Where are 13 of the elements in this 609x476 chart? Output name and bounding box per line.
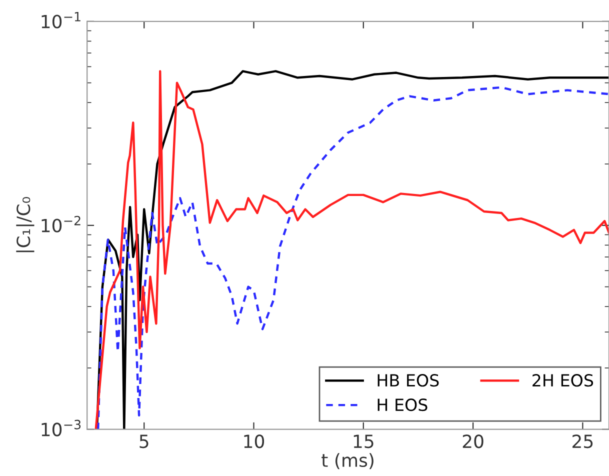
x-axis-title: t (ms): [322, 453, 374, 470]
y-tick-label: 10$^{−2}$: [42, 216, 80, 232]
x-tick-label: 15: [354, 434, 374, 448]
legend-label: HB EOS: [378, 374, 439, 387]
x-tick-label: 20: [462, 434, 484, 448]
x-tick-label: 5: [140, 434, 148, 448]
legend-label: 2H EOS: [532, 374, 594, 387]
x-tick-label: 10: [244, 434, 264, 448]
y-tick-label: 10$^{−3}$: [42, 420, 81, 436]
y-axis-title: |C₁|/C₀: [16, 197, 34, 252]
legend-label: H EOS: [378, 398, 428, 412]
x-tick-label: 25: [572, 434, 593, 448]
y-tick-label: 10$^{−1}$: [42, 12, 80, 28]
